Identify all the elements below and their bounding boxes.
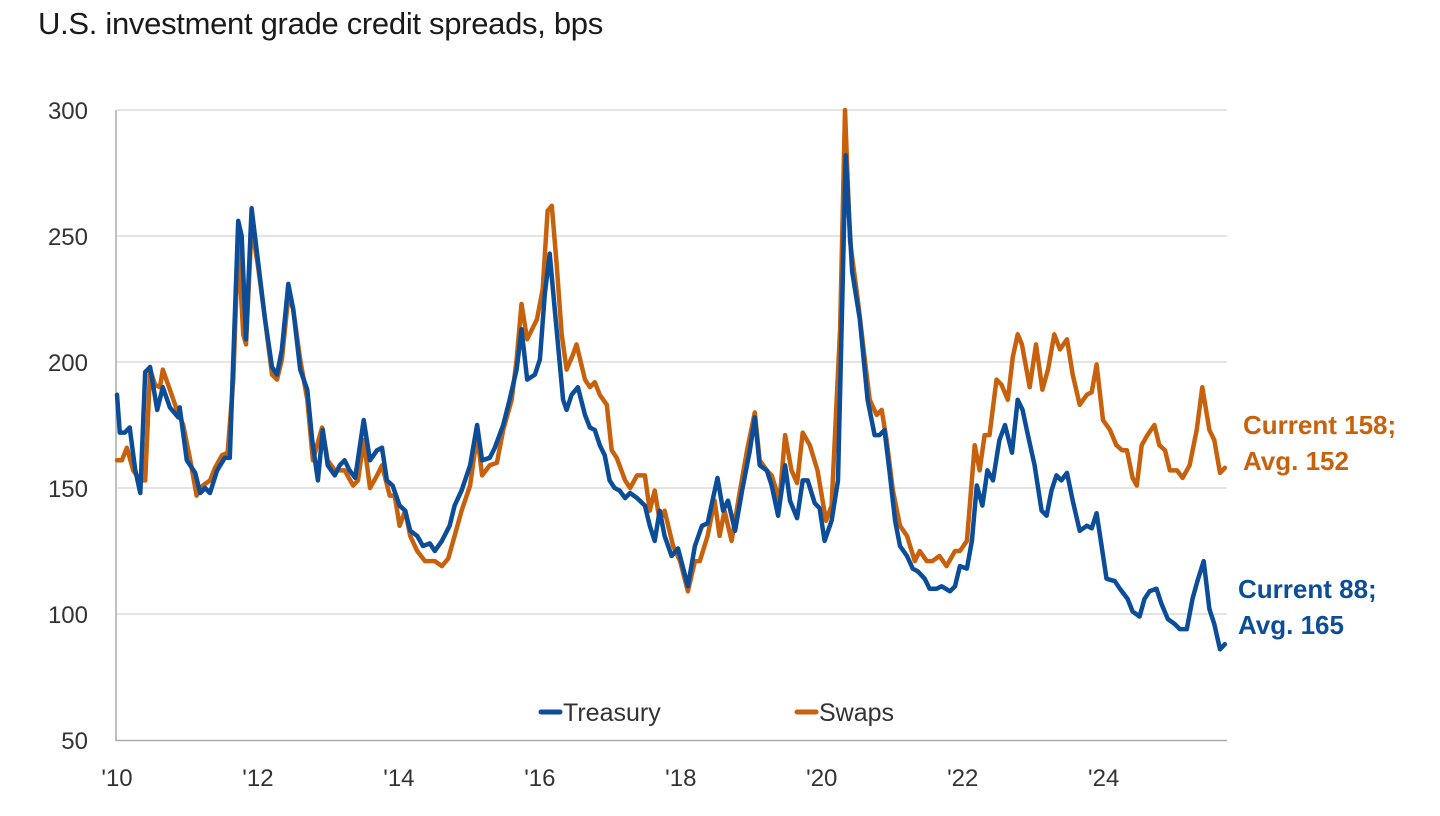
- x-tick-label: '24: [1088, 765, 1119, 792]
- y-tick-label: 200: [48, 350, 88, 377]
- legend-treasury-label: Treasury: [563, 699, 661, 727]
- y-tick-label: 50: [61, 728, 88, 755]
- legend: Treasury Swaps: [538, 699, 894, 727]
- x-axis-ticks: '10 '12 '14 '16 '18 '20 '22 '24: [101, 765, 1119, 792]
- y-tick-label: 100: [48, 602, 88, 629]
- treasury-current-annotation: Current 88;: [1238, 574, 1377, 604]
- x-tick-label: '10: [101, 765, 132, 792]
- x-tick-label: '14: [383, 765, 414, 792]
- series-line-treasury: [114, 153, 1228, 652]
- y-tick-label: 300: [48, 98, 88, 125]
- x-tick-label: '16: [524, 765, 555, 792]
- x-tick-label: '12: [242, 765, 273, 792]
- y-tick-label: 250: [48, 224, 88, 251]
- swaps-current-annotation: Current 158;: [1243, 410, 1396, 440]
- chart-title: U.S. investment grade credit spreads, bp…: [38, 6, 603, 41]
- swaps-average-annotation: Avg. 152: [1243, 446, 1349, 476]
- y-tick-label: 150: [48, 476, 88, 503]
- x-tick-label: '20: [806, 765, 837, 792]
- x-tick-label: '18: [665, 765, 696, 792]
- series-lines: [114, 107, 1228, 652]
- annotations: Current 158; Avg. 152 Current 88; Avg. 1…: [1238, 410, 1396, 640]
- y-axis-ticks: 300 250 200 150 100 50: [48, 98, 88, 755]
- x-tick-label: '22: [947, 765, 978, 792]
- legend-swaps-label: Swaps: [819, 699, 894, 727]
- treasury-average-annotation: Avg. 165: [1238, 610, 1344, 640]
